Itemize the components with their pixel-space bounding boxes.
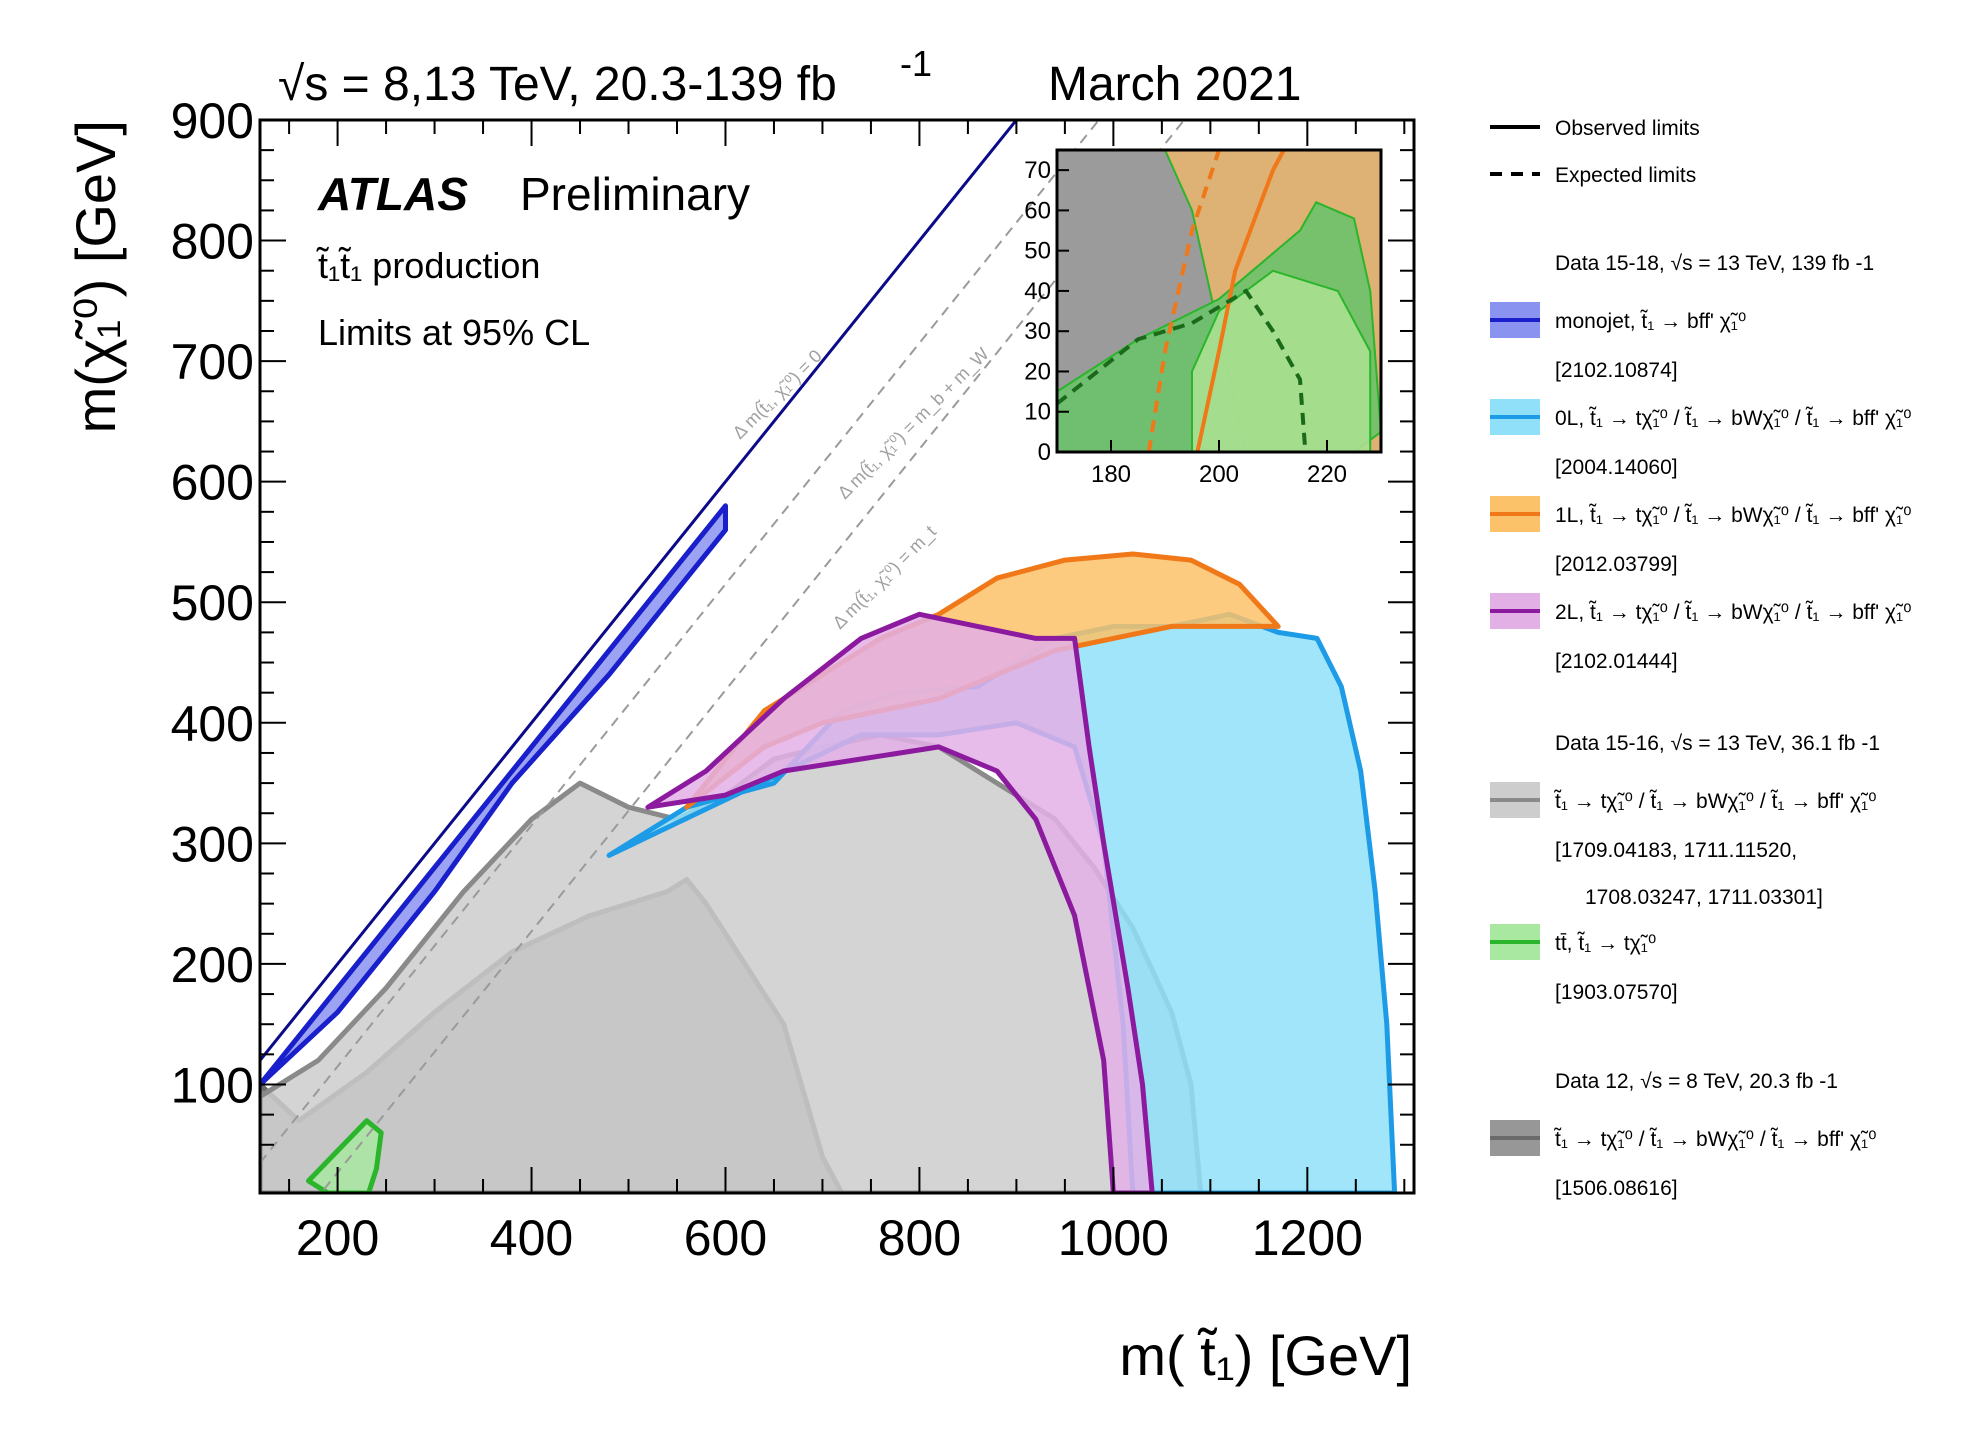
inset-y-tick-label: 40 [1024,278,1051,305]
inset-y-tick-label: 70 [1024,157,1051,184]
inset-1l-observed [1195,150,1286,452]
y-tick-label: 500 [171,575,254,631]
y-tick-label: 300 [171,816,254,872]
inset-region-2 [1191,269,1372,452]
legend-group-heading: Data 12, √s = 8 TeV, 20.3 fb -1 [1555,1070,1838,1093]
x-tick-label: 600 [684,1210,767,1266]
x-tick-label: 200 [296,1210,379,1266]
diagonal-line-1 [260,120,1101,1164]
inset-1l-expected [1146,150,1221,452]
x-axis-ticks: 200 400 600 800 1000 1200 [288,120,1406,1266]
inset-axis-ticks: 180 200 220 0 10 20 30 40 50 60 70 [1024,157,1347,488]
exclusion-region-5 [260,503,728,1087]
y-tick-label: 100 [171,1057,254,1113]
legend-entry-label: t̃₁ → tχ̃₁⁰ / t̃₁ → bWχ̃₁⁰ / t̃₁ → bff' … [1553,1128,1876,1151]
y-tick-label: 200 [171,937,254,993]
inset-zoom-plot: 180 200 220 0 10 20 30 40 50 60 70 [1024,148,1383,488]
y-tick-label: 600 [171,455,254,511]
date-label: March 2021 [1048,58,1301,111]
inset-x-tick-label: 180 [1091,461,1131,488]
x-tick-label: 400 [490,1210,573,1266]
legend-entry-ref: [2004.14060] [1555,456,1678,479]
legend-entry-ref: [2102.10874] [1555,359,1678,382]
y-tick-label: 800 [171,214,254,270]
atlas-label: ATLAS [317,168,468,220]
energy-lumi-superscript: -1 [900,43,932,84]
legend-entry-ref: [2102.01444] [1555,650,1678,673]
inset-x-tick-label: 220 [1307,461,1347,488]
legend-entry-ref: [1506.08616] [1555,1177,1678,1200]
energy-lumi-header: √s = 8,13 TeV, 20.3-139 fb [278,58,837,111]
legend-entry-label: t̃₁ → tχ̃₁⁰ / t̃₁ → bWχ̃₁⁰ / t̃₁ → bff' … [1553,790,1876,813]
legend-line-style-label: Expected limits [1555,164,1696,187]
plot-frame [258,118,1416,1195]
legend-entry-ref-cont: 1708.03247, 1711.03301] [1585,886,1823,909]
diagonal-line-0 [260,120,1019,1062]
x-axis-title: m( t̃₁) [GeV] [1119,1324,1412,1387]
legend-entry-label: monojet, t̃₁ → bff' χ̃₁⁰ [1555,310,1746,333]
diagonal-line-2 [319,120,1186,1193]
x-tick-label: 1000 [1058,1210,1169,1266]
inset-y-tick-label: 0 [1038,439,1051,466]
y-tick-label: 700 [171,334,254,390]
inset-regions [1057,150,1381,452]
legend-group-heading: Data 15-18, √s = 13 TeV, 139 fb -1 [1555,252,1874,275]
y-axis-title: m(χ̃₁⁰) [GeV] [64,120,127,433]
legend-entry-ref: [2012.03799] [1555,553,1678,576]
x-tick-label: 800 [878,1210,961,1266]
legend-entry-label: 2L, t̃₁ → tχ̃₁⁰ / t̃₁ → bWχ̃₁⁰ / t̃₁ → b… [1555,601,1912,624]
y-tick-label: 400 [171,696,254,752]
inset-y-tick-label: 30 [1024,318,1051,345]
legend-line-style-label: Observed limits [1555,117,1700,140]
legend-entry-ref: [1903.07570] [1555,981,1678,1004]
legend-entry-label: tt̄, t̃₁ → tχ̃₁⁰ [1555,932,1656,955]
y-tick-label: 900 [171,93,254,149]
inset-ttbar-expected [1057,288,1308,452]
inset-x-tick-label: 200 [1199,461,1239,488]
atlas-status: Preliminary [520,168,750,220]
legend: Observed limits Expected limits Data 15-18… [1490,117,1912,1200]
legend-group-heading: Data 15-16, √s = 13 TeV, 36.1 fb -1 [1555,732,1880,755]
legend-entry-ref: [1709.04183, 1711.11520, [1555,839,1797,862]
x-tick-label: 1200 [1252,1210,1363,1266]
legend-entry-label: 1L, t̃₁ → tχ̃₁⁰ / t̃₁ → bWχ̃₁⁰ / t̃₁ → b… [1555,504,1912,527]
inset-y-tick-label: 60 [1024,197,1051,224]
inset-y-tick-label: 10 [1024,399,1051,426]
process-label: t̃₁t̃₁ production [316,245,541,286]
exclusion-regions [260,503,1398,1193]
cl-label: Limits at 95% CL [318,312,590,353]
inset-y-tick-label: 20 [1024,358,1051,385]
legend-entry-label: 0L, t̃₁ → tχ̃₁⁰ / t̃₁ → bWχ̃₁⁰ / t̃₁ → b… [1555,407,1912,430]
inset-y-tick-label: 50 [1024,238,1051,265]
exclusion-region-6 [306,1118,384,1193]
kinematic-diagonals [260,120,1186,1193]
exclusion-region-4 [645,611,1155,1193]
